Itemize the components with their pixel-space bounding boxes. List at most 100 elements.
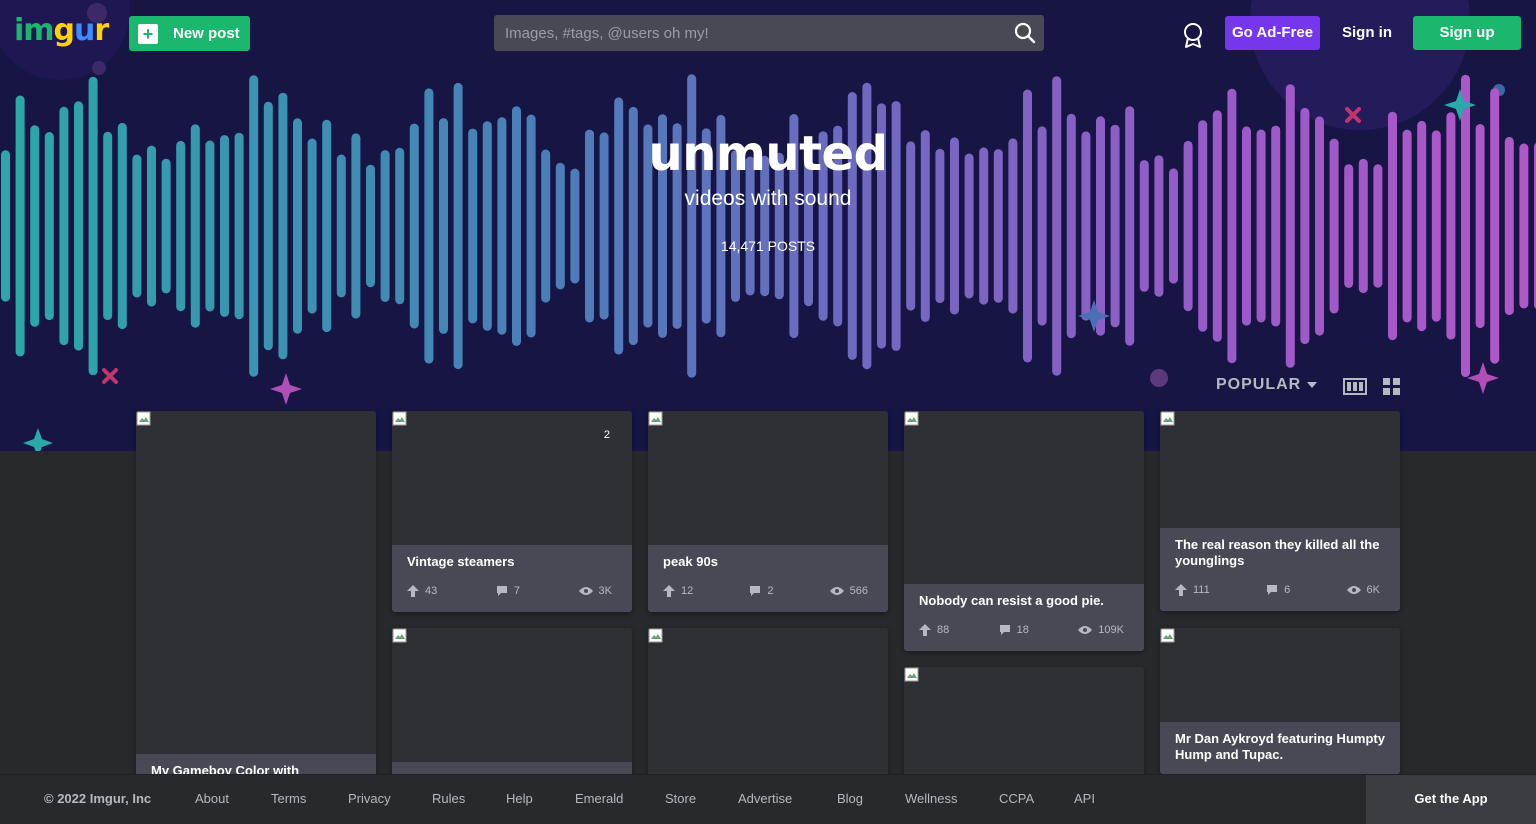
post-card[interactable]: Mr Dan Aykroyd featuring Humpty Hump and… [1160,628,1400,774]
wave-bar [964,153,974,299]
upvotes[interactable]: 43 [407,585,437,597]
wave-bar [541,149,551,303]
footer-link-privacy[interactable]: Privacy [348,791,391,806]
post-card[interactable]: Nobody can resist a good pie. 88 18 109K [904,411,1144,651]
sort-dropdown[interactable]: POPULAR [1216,376,1318,394]
search-input[interactable] [494,15,1004,51]
footer-link-blog[interactable]: Blog [837,791,864,806]
post-card[interactable] [648,628,888,788]
wave-bar [1329,138,1339,314]
wave-bar [804,145,813,307]
upvote-icon [663,585,675,597]
wave-bar [1052,76,1062,376]
footer-link-help[interactable]: Help [506,791,533,806]
comment-icon [496,586,507,596]
wave-bar [147,145,156,307]
footer-link-emerald[interactable]: Emerald [575,791,624,806]
wave-bar [1373,164,1383,288]
sign-up-button[interactable]: Sign up [1413,16,1521,50]
wave-bar [88,76,98,376]
wave-bar [322,119,332,333]
footer-link-rules[interactable]: Rules [432,791,466,806]
post-card[interactable]: My Gameboy Color with Pokémon [136,411,376,791]
caret-down-icon [1307,382,1318,388]
post-stats: 88 18 109K [919,624,1124,636]
upvote-count: 12 [681,585,694,597]
post-card[interactable] [392,628,632,788]
plus-icon: + [138,23,158,44]
footer-link-wellness[interactable]: Wellness [905,791,958,806]
footer-link-advertise[interactable]: Advertise [738,791,793,806]
comment-count: 2 [767,585,774,597]
sort-label: POPULAR [1216,376,1302,393]
post-info: Mr Dan Aykroyd featuring Humpty Hump and… [1160,722,1400,774]
broken-image-icon [904,667,919,682]
wave-bar [1300,107,1310,345]
wave-bar [74,101,83,351]
sign-in-button[interactable]: Sign in [1342,24,1392,41]
new-post-button[interactable]: + New post [129,16,250,51]
search-icon[interactable] [1014,22,1036,44]
logo-part: u [74,13,95,48]
post-title-line: Mr Dan Aykroyd featuring Humpty [1175,731,1385,746]
view-count: 3K [598,585,612,597]
broken-image-icon [392,628,407,643]
wave-bar [380,150,390,302]
wave-bar [512,106,521,346]
footer-link-ccpa[interactable]: CCPA [999,791,1035,806]
post-title-line: younglings [1175,553,1245,568]
wave-bar [409,123,419,329]
wave-bar [731,150,740,302]
wave-bar [1504,136,1514,316]
footer-link-store[interactable]: Store [665,791,697,806]
wave-bar [1125,106,1135,346]
wave-bar [833,125,843,327]
logo-part: im [14,13,55,48]
comments[interactable]: 6 [1266,584,1290,596]
get-the-app-button[interactable]: Get the App [1366,775,1536,824]
comment-icon [999,625,1010,635]
wave-bar [1,150,10,302]
upvotes[interactable]: 12 [663,585,693,597]
footer-link-api[interactable]: API [1074,791,1095,806]
wave-bar [599,132,609,320]
go-ad-free-button[interactable]: Go Ad-Free [1225,16,1320,50]
wave-bar [1008,138,1018,314]
comments[interactable]: 2 [749,585,774,597]
footer-link-about[interactable]: About [195,791,229,806]
post-card[interactable] [904,667,1144,787]
broken-image-icon [1160,628,1175,643]
footer-link-terms[interactable]: Terms [271,791,307,806]
post-card[interactable]: 2 Vintage steamers 43 7 3K [392,411,632,612]
post-stats: 111 6 6K [1175,584,1380,596]
upvote-count: 43 [425,585,438,597]
comment-count: 7 [513,585,520,597]
grid-small-icon[interactable] [1383,378,1400,395]
post-card[interactable]: peak 90s 12 2 566 [648,411,888,612]
post-title-line: Hump and Tupac. [1175,747,1284,762]
wave-bar [1475,124,1485,329]
wave-bar [950,137,959,315]
post-title-line: The real reason they killed all the [1175,537,1380,552]
wave-bar [59,106,69,346]
upvotes[interactable]: 111 [1175,584,1210,596]
wave-bar [351,133,361,319]
post-card[interactable]: The real reason they killed all the youn… [1160,411,1400,611]
wave-bar [103,131,113,321]
wave-bar [307,138,317,314]
comments[interactable]: 18 [999,624,1029,636]
post-stats: 12 2 566 [663,585,868,597]
wave-bar [555,162,565,290]
wave-bar [1388,111,1397,341]
wave-bar [862,82,872,370]
wave-bar [336,154,346,298]
grid-large-icon[interactable] [1343,378,1367,395]
comments[interactable]: 7 [496,585,520,597]
wave-bar [891,101,901,351]
broken-image-icon [904,411,919,426]
broken-image-icon [136,411,151,426]
imgur-logo[interactable]: imgur [14,13,109,48]
comment-icon [750,586,761,596]
award-icon[interactable] [1181,22,1205,49]
upvotes[interactable]: 88 [919,624,949,636]
